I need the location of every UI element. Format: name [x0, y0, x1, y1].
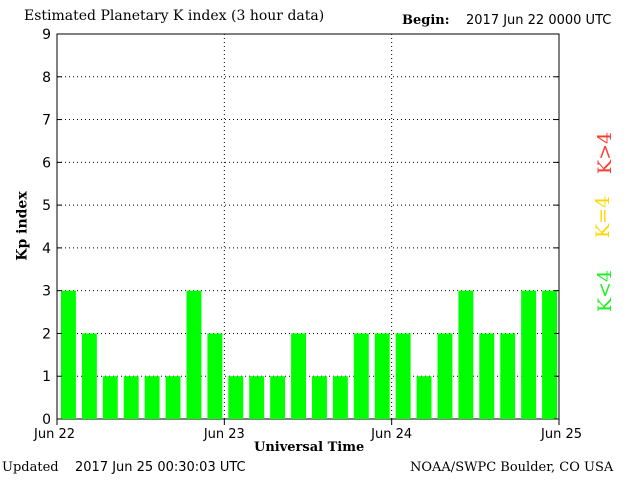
credit-text: NOAA/SWPC Boulder, CO USA [410, 460, 614, 475]
kp-bar [521, 290, 537, 419]
kp-bar [542, 290, 557, 419]
y-tick-label: 6 [42, 155, 51, 171]
updated-label: Updated [2, 460, 59, 475]
x-ticks: Jun 22 Jun 23 Jun 24 Jun 25 [33, 419, 582, 442]
kp-bar [353, 333, 369, 419]
kp-bar [374, 333, 390, 419]
x-tick-label: Jun 22 [33, 427, 75, 442]
begin-label: Begin: [402, 13, 450, 28]
updated-value: 2017 Jun 25 00:30:03 UTC [75, 460, 246, 475]
y-tick-label: 8 [42, 70, 51, 86]
kp-bar [332, 376, 348, 419]
plot-area [56, 33, 560, 420]
gridlines [57, 34, 559, 419]
y-tick-label: 2 [42, 326, 51, 342]
chart-title: Estimated Planetary K index (3 hour data… [24, 8, 325, 24]
x-tick-label: Jun 23 [203, 427, 245, 442]
y-axis-label: Kp index [14, 191, 31, 261]
kp-bar [291, 333, 306, 419]
kp-bar [458, 290, 474, 419]
kp-bar [500, 333, 516, 419]
y-tick-label: 1 [42, 369, 51, 385]
y-ticks: 0 1 2 3 4 5 6 7 8 9 [42, 27, 559, 428]
begin-value: 2017 Jun 22 0000 UTC [466, 13, 612, 28]
kp-bar [123, 376, 139, 419]
bars [61, 290, 557, 419]
y-tick-label: 7 [42, 113, 51, 129]
legend-k-less-4: K<4 [594, 269, 617, 313]
kp-bar [81, 333, 97, 419]
kp-bar [207, 333, 223, 419]
y-tick-label: 3 [42, 284, 51, 300]
kp-bar [228, 376, 244, 419]
kp-bar [395, 333, 411, 419]
kp-bar [312, 376, 327, 419]
kp-bar [249, 376, 265, 419]
y-tick-label: 9 [42, 27, 51, 43]
kp-bar [61, 290, 76, 419]
kp-bar [165, 376, 181, 419]
legend-k-equal-4: K=4 [592, 195, 615, 239]
x-axis-label: Universal Time [254, 440, 365, 455]
y-tick-label: 4 [42, 241, 51, 257]
kp-bar [186, 290, 202, 419]
x-tick-label: Jun 25 [540, 427, 582, 442]
y-tick-label: 0 [42, 412, 51, 428]
kp-bar [437, 333, 453, 419]
legend-k-greater-4: K>4 [594, 131, 617, 175]
kp-bar [479, 333, 495, 419]
x-tick-label: Jun 24 [370, 427, 412, 442]
kp-bar [416, 376, 432, 419]
kp-bar [270, 376, 286, 419]
y-tick-label: 5 [42, 198, 51, 214]
kp-bar [144, 376, 160, 419]
kp-bar [102, 376, 118, 419]
